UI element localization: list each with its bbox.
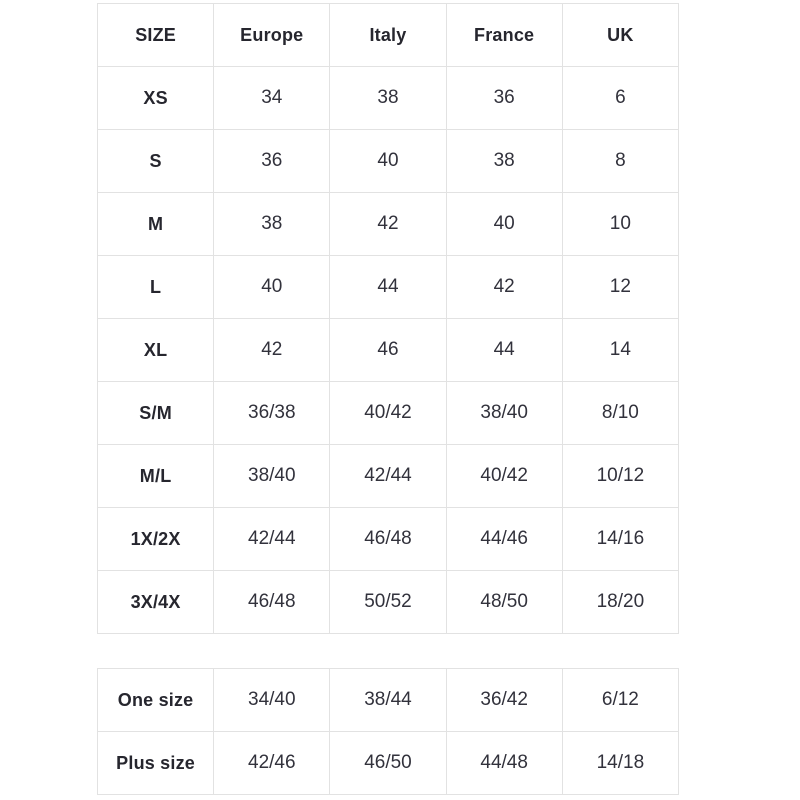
cell-xs-france: 36 (445, 66, 563, 130)
cell-one-size-italy: 38/44 (329, 668, 447, 732)
cell-1x2x-france: 44/46 (445, 507, 563, 571)
cell-s-france: 38 (445, 129, 563, 193)
cell-xs-europe: 34 (213, 66, 331, 130)
column-header-size: SIZE (96, 3, 215, 67)
cell-plus-size-europe: 42/46 (213, 731, 331, 795)
cell-ml-italy: 42/44 (329, 444, 447, 508)
row-label-s: S (96, 129, 215, 193)
table-header-row: SIZE Europe Italy France UK (96, 3, 680, 67)
table-row-xs: XS 34 38 36 6 (96, 66, 680, 130)
cell-l-uk: 12 (561, 255, 680, 319)
cell-m-europe: 38 (213, 192, 331, 256)
table-row-ml: M/L 38/40 42/44 40/42 10/12 (96, 444, 680, 508)
cell-m-france: 40 (445, 192, 563, 256)
cell-one-size-france: 36/42 (445, 668, 563, 732)
cell-xl-uk: 14 (561, 318, 680, 382)
cell-sm-uk: 8/10 (561, 381, 680, 445)
cell-xs-uk: 6 (561, 66, 680, 130)
cell-3x4x-europe: 46/48 (213, 570, 331, 634)
cell-ml-uk: 10/12 (561, 444, 680, 508)
special-sizes-table: One size 34/40 38/44 36/42 6/12 Plus siz… (96, 668, 680, 795)
table-row-xl: XL 42 46 44 14 (96, 318, 680, 382)
row-label-xl: XL (96, 318, 215, 382)
cell-xl-italy: 46 (329, 318, 447, 382)
table-row-m: M 38 42 40 10 (96, 192, 680, 256)
cell-xl-france: 44 (445, 318, 563, 382)
cell-sm-france: 38/40 (445, 381, 563, 445)
column-header-france: France (445, 3, 563, 67)
row-label-ml: M/L (96, 444, 215, 508)
row-label-plus-size: Plus size (96, 731, 215, 795)
cell-l-europe: 40 (213, 255, 331, 319)
cell-plus-size-italy: 46/50 (329, 731, 447, 795)
table-row-s: S 36 40 38 8 (96, 129, 680, 193)
cell-m-uk: 10 (561, 192, 680, 256)
cell-1x2x-italy: 46/48 (329, 507, 447, 571)
cell-one-size-europe: 34/40 (213, 668, 331, 732)
column-header-uk: UK (561, 3, 680, 67)
cell-3x4x-uk: 18/20 (561, 570, 680, 634)
cell-l-france: 42 (445, 255, 563, 319)
cell-3x4x-italy: 50/52 (329, 570, 447, 634)
cell-m-italy: 42 (329, 192, 447, 256)
table-row-one-size: One size 34/40 38/44 36/42 6/12 (96, 668, 680, 732)
cell-plus-size-uk: 14/18 (561, 731, 680, 795)
row-label-m: M (96, 192, 215, 256)
table-gap (97, 634, 800, 668)
table-row-1x2x: 1X/2X 42/44 46/48 44/46 14/16 (96, 507, 680, 571)
table-row-plus-size: Plus size 42/46 46/50 44/48 14/18 (96, 731, 680, 795)
cell-l-italy: 44 (329, 255, 447, 319)
cell-3x4x-france: 48/50 (445, 570, 563, 634)
cell-sm-italy: 40/42 (329, 381, 447, 445)
cell-s-europe: 36 (213, 129, 331, 193)
cell-xs-italy: 38 (329, 66, 447, 130)
table-row-sm: S/M 36/38 40/42 38/40 8/10 (96, 381, 680, 445)
cell-sm-europe: 36/38 (213, 381, 331, 445)
table-row-l: L 40 44 42 12 (96, 255, 680, 319)
column-header-europe: Europe (213, 3, 331, 67)
cell-s-italy: 40 (329, 129, 447, 193)
cell-ml-europe: 38/40 (213, 444, 331, 508)
size-conversion-table: SIZE Europe Italy France UK XS 34 38 36 … (96, 3, 680, 634)
table-row-3x4x: 3X/4X 46/48 50/52 48/50 18/20 (96, 570, 680, 634)
cell-xl-europe: 42 (213, 318, 331, 382)
row-label-sm: S/M (96, 381, 215, 445)
row-label-l: L (96, 255, 215, 319)
cell-s-uk: 8 (561, 129, 680, 193)
cell-one-size-uk: 6/12 (561, 668, 680, 732)
row-label-one-size: One size (96, 668, 215, 732)
cell-ml-france: 40/42 (445, 444, 563, 508)
cell-1x2x-europe: 42/44 (213, 507, 331, 571)
column-header-italy: Italy (329, 3, 447, 67)
cell-plus-size-france: 44/48 (445, 731, 563, 795)
row-label-3x4x: 3X/4X (96, 570, 215, 634)
row-label-xs: XS (96, 66, 215, 130)
row-label-1x2x: 1X/2X (96, 507, 215, 571)
cell-1x2x-uk: 14/16 (561, 507, 680, 571)
